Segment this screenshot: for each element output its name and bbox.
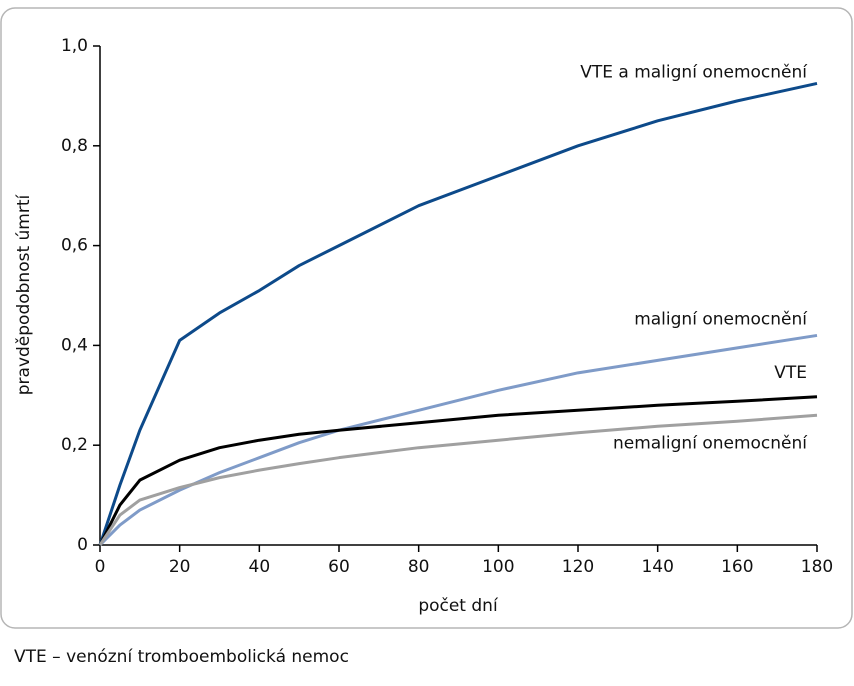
series-line <box>98 333 818 547</box>
y-tick-label: 0 <box>77 535 88 555</box>
series-line <box>98 413 818 546</box>
x-tick-label: 140 <box>641 557 673 577</box>
x-tick-label: 20 <box>169 557 191 577</box>
series-label: VTE a maligní onemocnění <box>580 62 808 82</box>
frame <box>0 7 853 629</box>
y-tick-label: 0,8 <box>61 136 88 156</box>
x-tick-label: 60 <box>328 557 350 577</box>
y-tick-label: 0,4 <box>61 335 88 355</box>
series-label: VTE <box>774 363 807 383</box>
x-tick-label: 100 <box>482 557 514 577</box>
x-tick-label: 180 <box>801 557 833 577</box>
y-tick-label: 0,2 <box>61 435 88 455</box>
series-label: nemaligní onemocnění <box>613 433 808 453</box>
x-tick-label: 120 <box>562 557 594 577</box>
x-tick-label: 80 <box>408 557 430 577</box>
footnote: VTE – venózní tromboembolická nemoc <box>14 647 349 667</box>
x-tick-label: 160 <box>721 557 753 577</box>
series-line <box>98 395 818 546</box>
y-tick-label: 0,6 <box>61 236 88 256</box>
y-axis-label: pravděpodobnost úmrtí <box>14 193 34 395</box>
x-tick-label: 0 <box>95 557 106 577</box>
y-tick-label: 1,0 <box>61 36 88 56</box>
series-label: maligní onemocnění <box>634 309 808 329</box>
series-line <box>98 81 818 546</box>
x-tick-label: 40 <box>249 557 271 577</box>
x-axis-label: počet dní <box>418 596 499 616</box>
